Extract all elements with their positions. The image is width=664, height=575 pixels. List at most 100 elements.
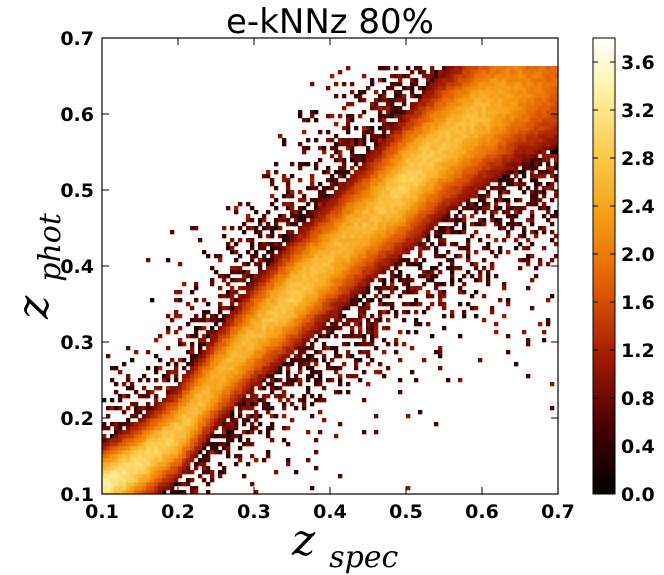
- heatmap-cell: [506, 122, 511, 127]
- heatmap-cell: [306, 322, 311, 327]
- heatmap-cells: [102, 66, 558, 494]
- heatmap-cell: [186, 418, 191, 423]
- heatmap-cell: [326, 274, 331, 279]
- heatmap-cell: [286, 274, 291, 279]
- heatmap-cell: [186, 462, 191, 467]
- heatmap-cell: [278, 242, 283, 247]
- heatmap-cell: [446, 66, 451, 71]
- heatmap-cell: [510, 122, 515, 127]
- heatmap-cell: [246, 202, 251, 207]
- heatmap-cell: [190, 442, 195, 447]
- heatmap-cell: [354, 210, 359, 215]
- heatmap-cell: [242, 362, 247, 367]
- heatmap-cell: [254, 282, 259, 287]
- heatmap-cell: [218, 330, 223, 335]
- heatmap-cell: [190, 382, 195, 387]
- heatmap-cell: [394, 158, 399, 163]
- heatmap-cell: [342, 254, 347, 259]
- heatmap-cell: [326, 186, 331, 191]
- heatmap-cell: [486, 154, 491, 159]
- heatmap-cell: [174, 406, 179, 411]
- heatmap-cell: [154, 394, 159, 399]
- heatmap-cell: [470, 234, 475, 239]
- heatmap-cell: [434, 102, 439, 107]
- heatmap-cell: [398, 186, 403, 191]
- heatmap-cell: [446, 134, 451, 139]
- heatmap-cell: [510, 94, 515, 99]
- heatmap-cell: [386, 178, 391, 183]
- colorbar-tick-label: 0.0: [621, 484, 655, 506]
- heatmap-cell: [330, 230, 335, 235]
- heatmap-cell: [426, 222, 431, 227]
- heatmap-cell: [462, 114, 467, 119]
- heatmap-cell: [134, 406, 139, 411]
- heatmap-cell: [410, 86, 415, 91]
- heatmap-cell: [446, 170, 451, 175]
- heatmap-cell: [338, 194, 343, 199]
- heatmap-cell: [358, 254, 363, 259]
- heatmap-cell: [314, 218, 319, 223]
- heatmap-cell: [470, 106, 475, 111]
- heatmap-cell: [210, 354, 215, 359]
- heatmap-cell: [334, 326, 339, 331]
- heatmap-cell: [450, 102, 455, 107]
- heatmap-cell: [178, 434, 183, 439]
- heatmap-cell: [174, 310, 179, 315]
- heatmap-cell: [190, 414, 195, 419]
- heatmap-cell: [342, 362, 347, 367]
- heatmap-cell: [430, 170, 435, 175]
- heatmap-cell: [210, 370, 215, 375]
- heatmap-cell: [174, 466, 179, 471]
- heatmap-cell: [298, 262, 303, 267]
- heatmap-cell: [422, 126, 427, 131]
- heatmap-cell: [306, 146, 311, 151]
- heatmap-cell: [458, 142, 463, 147]
- heatmap-cell: [286, 398, 291, 403]
- heatmap-cell: [494, 186, 499, 191]
- heatmap-cell: [410, 194, 415, 199]
- heatmap-cell: [102, 458, 107, 463]
- heatmap-cell: [398, 126, 403, 131]
- heatmap-cell: [206, 310, 211, 315]
- heatmap-cell: [370, 134, 375, 139]
- heatmap-cell: [474, 98, 479, 103]
- heatmap-cell: [314, 330, 319, 335]
- heatmap-cell: [438, 202, 443, 207]
- heatmap-cell: [514, 362, 519, 367]
- heatmap-cell: [110, 406, 115, 411]
- heatmap-cell: [378, 186, 383, 191]
- heatmap-cell: [534, 118, 539, 123]
- heatmap-cell: [238, 390, 243, 395]
- heatmap-cell: [382, 186, 387, 191]
- heatmap-cell: [178, 490, 183, 494]
- heatmap-cell: [402, 174, 407, 179]
- heatmap-cell: [118, 398, 123, 403]
- heatmap-cell: [390, 214, 395, 219]
- heatmap-cell: [534, 234, 539, 239]
- heatmap-cell: [230, 374, 235, 379]
- y-axis-label-main: z: [8, 295, 59, 320]
- heatmap-cell: [306, 222, 311, 227]
- heatmap-cell: [274, 270, 279, 275]
- heatmap-cell: [510, 178, 515, 183]
- heatmap-cell: [354, 142, 359, 147]
- heatmap-cell: [162, 378, 167, 383]
- heatmap-cell: [530, 170, 535, 175]
- heatmap-cell: [310, 234, 315, 239]
- heatmap-cell: [438, 242, 443, 247]
- heatmap-cell: [222, 414, 227, 419]
- heatmap-cell: [166, 370, 171, 375]
- heatmap-cell: [310, 330, 315, 335]
- heatmap-cell: [370, 326, 375, 331]
- heatmap-cell: [334, 314, 339, 319]
- heatmap-cell: [530, 82, 535, 87]
- heatmap-cell: [490, 170, 495, 175]
- heatmap-cell: [506, 210, 511, 215]
- heatmap-cell: [342, 286, 347, 291]
- heatmap-cell: [242, 338, 247, 343]
- heatmap-cell: [514, 78, 519, 83]
- heatmap-cell: [270, 302, 275, 307]
- heatmap-cell: [498, 190, 503, 195]
- heatmap-cell: [242, 262, 247, 267]
- heatmap-cell: [162, 482, 167, 487]
